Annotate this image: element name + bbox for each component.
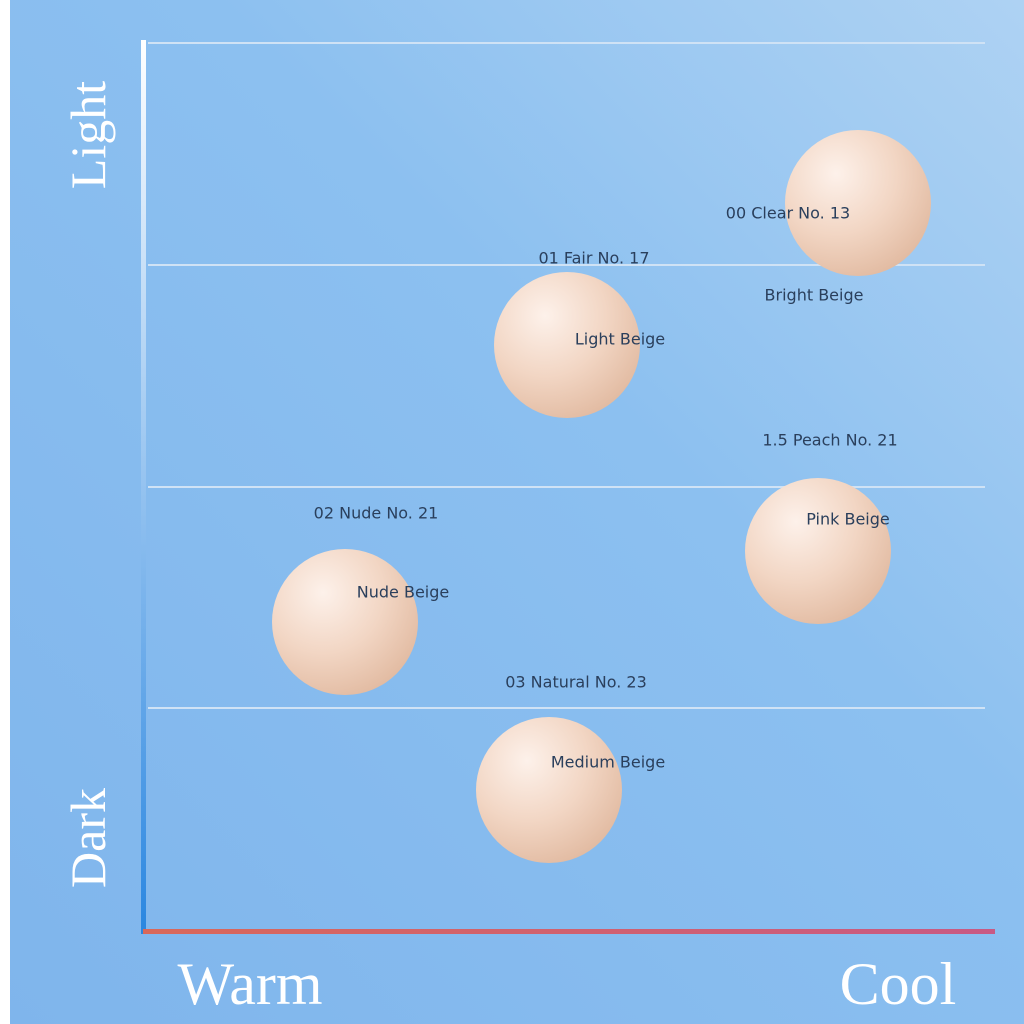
axis-label-bottom: Dark	[60, 788, 116, 888]
shade-name: 02 Nude No. 21	[314, 504, 439, 523]
axis-label-left: Warm	[177, 951, 322, 1017]
shade-tone: Light Beige	[575, 330, 665, 349]
shade-tone: Nude Beige	[357, 583, 449, 602]
shade-name: 1.5 Peach No. 21	[762, 431, 897, 450]
shade-swatch	[272, 549, 418, 695]
shade-tone: Bright Beige	[765, 286, 864, 305]
shade-name: 00 Clear No. 13	[726, 204, 850, 223]
shade-swatch	[785, 130, 931, 276]
shade-tone: Medium Beige	[551, 753, 665, 772]
x-axis	[143, 929, 995, 934]
shade-swatch	[494, 272, 640, 418]
shade-swatch	[745, 478, 891, 624]
axis-label-top: Light	[60, 81, 116, 189]
shade-swatch	[476, 717, 622, 863]
shade-name: 03 Natural No. 23	[505, 673, 647, 692]
shade-tone: Pink Beige	[806, 510, 890, 529]
axis-label-right: Cool	[840, 951, 957, 1017]
shade-name: 01 Fair No. 17	[538, 249, 649, 268]
y-axis	[141, 40, 146, 934]
